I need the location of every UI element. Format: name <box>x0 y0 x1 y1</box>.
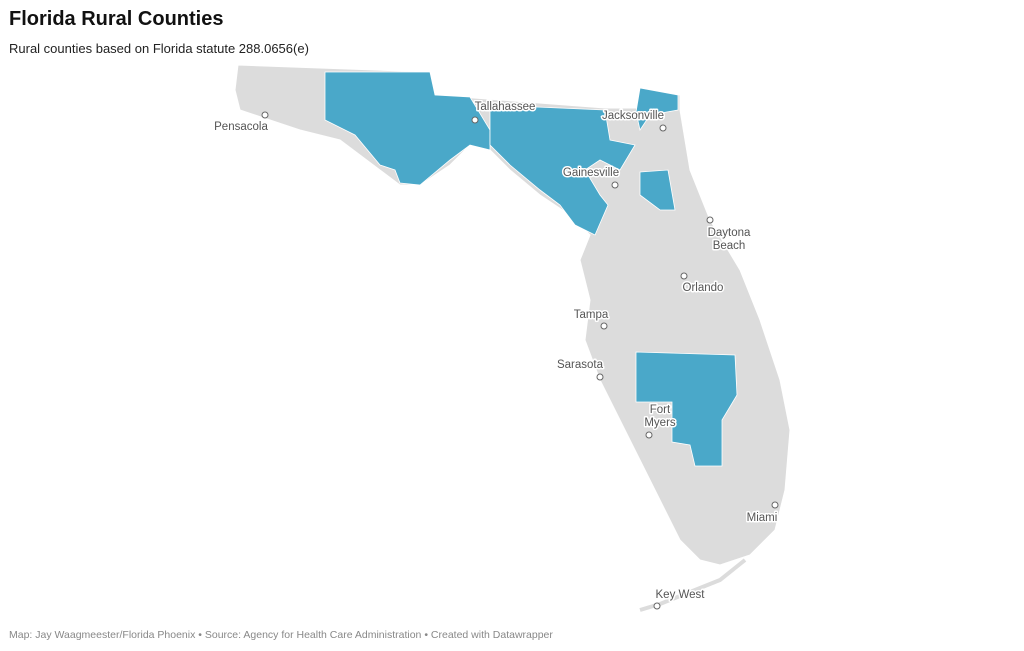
city-layer: Pensacola Tallahassee Jacksonville Gainesvi… <box>213 100 779 610</box>
rural-region <box>324 71 491 186</box>
city-label: Beach <box>713 240 746 252</box>
footer: Map: Jay Waagmeester/Florida Phoenix • S… <box>9 629 553 641</box>
city-dot <box>471 116 479 124</box>
city-label: Myers <box>644 417 676 429</box>
city-dot <box>261 111 269 119</box>
rural-region <box>639 169 676 211</box>
rural-region <box>489 104 636 236</box>
city-label: Tallahassee <box>475 101 536 113</box>
city-label: Miami <box>747 512 778 524</box>
city-label: Jacksonville <box>602 110 664 122</box>
city-dot <box>659 124 667 132</box>
city-dot <box>645 431 653 439</box>
title: Florida Rural Counties <box>9 8 224 30</box>
rural-counties <box>324 71 738 467</box>
city-label: Tampa <box>574 309 609 321</box>
city-dot <box>596 373 604 381</box>
city-label: Orlando <box>683 282 724 294</box>
keys <box>639 558 747 612</box>
rural-region <box>635 351 738 467</box>
city-dot <box>680 272 688 280</box>
city-dot <box>600 322 608 330</box>
subtitle: Rural counties based on Florida statute … <box>9 41 309 56</box>
city-label: Pensacola <box>214 121 268 133</box>
city-dot <box>611 181 619 189</box>
rural-region <box>635 87 679 132</box>
city-label: Key West <box>656 589 706 601</box>
city-label: Daytona <box>708 227 751 239</box>
city-dot <box>653 602 661 610</box>
city-label: Fort <box>650 404 671 416</box>
city-label: Sarasota <box>557 359 604 371</box>
city-dot <box>771 501 779 509</box>
city-label: Gainesville <box>563 167 619 179</box>
city-dot <box>706 216 714 224</box>
